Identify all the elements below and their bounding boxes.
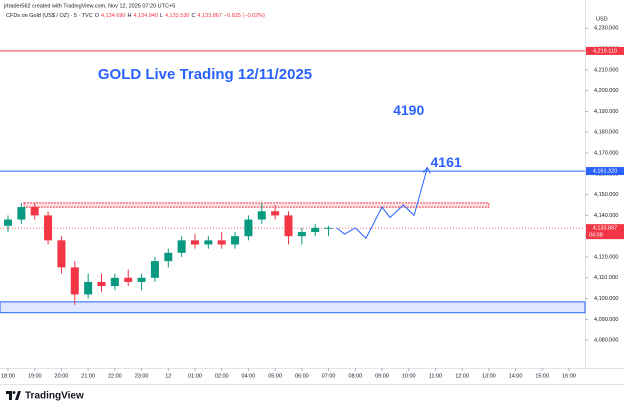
candle-body — [257, 211, 266, 220]
price-tag — [586, 224, 624, 240]
price-tag-label: 4,219.110 — [593, 48, 617, 54]
price-tag-label: 4,161.320 — [593, 169, 617, 175]
ohlc-key: O — [95, 13, 100, 19]
candle-body — [217, 240, 226, 245]
change-value: −0.825 (−0.02%) — [224, 13, 265, 19]
x-tick-label: 18:00 — [1, 373, 15, 379]
x-tick-label: 14:00 — [509, 373, 523, 379]
candle-body — [57, 240, 66, 268]
candle-body — [231, 236, 240, 245]
price-note: 4190 — [393, 102, 424, 118]
brand-logo — [6, 391, 21, 400]
symbol-name: CFDs on Gold (US$ / OZ) · 5 · TVC — [6, 13, 93, 19]
candle-body — [150, 261, 159, 278]
candle-body — [84, 281, 93, 295]
y-tick-label: 4,180.000 — [594, 130, 618, 136]
x-tick-label: 05:00 — [268, 373, 282, 379]
projection-arrow — [423, 166, 431, 174]
symbol-legend: CFDs on Gold (US$ / OZ) · 5 · TVC O 4,134.… — [6, 13, 265, 19]
y-tick-label: 4,230.000 — [594, 26, 618, 32]
candle-body — [17, 207, 26, 220]
ohlc-key: C — [191, 13, 195, 19]
candle-body — [311, 227, 320, 233]
x-tick-label: 02:00 — [215, 373, 229, 379]
candle-body — [271, 211, 280, 216]
brand-name: TradingView — [25, 391, 84, 402]
candle-body — [70, 267, 79, 295]
y-tick-label: 4,200.000 — [594, 88, 618, 94]
price-tag — [586, 46, 624, 55]
candle-body — [30, 207, 39, 216]
y-tick-label: 4,170.000 — [594, 150, 618, 156]
y-tick-label: 4,080.000 — [594, 338, 618, 344]
x-tick-label: 08:00 — [348, 373, 362, 379]
candle-body — [190, 240, 200, 245]
projection-line — [336, 167, 428, 240]
candle-body — [297, 232, 306, 237]
candle-body — [124, 277, 133, 282]
y-tick-label: 4,210.000 — [594, 67, 618, 73]
x-tick-label: 22:00 — [108, 373, 122, 379]
x-tick-label: 04:00 — [242, 373, 256, 379]
candle-body — [164, 252, 173, 262]
ohlc-key: H — [127, 13, 131, 19]
countdown: 04:08 — [589, 233, 603, 239]
x-tick-label: 12 — [165, 373, 171, 379]
ohlc-value: 4,133.867 — [197, 13, 221, 19]
x-tick-label: 16:00 — [562, 373, 576, 379]
ohlc-value: 4,134.940 — [133, 13, 157, 19]
candle-body — [284, 215, 293, 237]
zone — [0, 301, 586, 314]
y-tick-label: 4,140.000 — [594, 213, 618, 219]
y-tick-label: 4,090.000 — [594, 317, 618, 323]
x-tick-label: 09:00 — [375, 373, 389, 379]
price-tag — [586, 167, 624, 176]
candle-body — [244, 219, 253, 237]
candle-body — [137, 277, 146, 282]
x-tick-label: 13:00 — [482, 373, 496, 379]
candle-body — [204, 240, 213, 245]
x-tick-label: 11:00 — [429, 373, 442, 379]
x-tick-label: 01:00 — [188, 373, 202, 379]
candle-body — [97, 281, 106, 287]
y-tick-label: 4,120.000 — [594, 254, 618, 260]
price-note: 4161 — [431, 154, 462, 170]
y-tick-label: 4,110.000 — [594, 275, 618, 281]
candle-body — [110, 277, 119, 287]
candle-body — [4, 219, 13, 226]
y-tick-label: 4,100.000 — [594, 296, 618, 302]
x-tick-label: 06:00 — [295, 373, 309, 379]
zone — [23, 202, 490, 208]
y-tick-label: 4,190.000 — [594, 109, 618, 115]
ohlc-key: L — [160, 13, 163, 19]
candle-body — [324, 227, 333, 229]
x-tick-label: 07:00 — [322, 373, 336, 379]
y-tick-label: 4,150.000 — [594, 192, 618, 198]
chart-title: GOLD Live Trading 12/11/2025 — [98, 66, 312, 83]
price-tag-label: 4,133.867 — [593, 226, 617, 232]
x-tick-label: 15:00 — [535, 373, 549, 379]
ohlc-value: 4,134.690 — [101, 13, 125, 19]
x-tick-label: 20:00 — [55, 373, 69, 379]
candle-body — [44, 215, 53, 241]
x-tick-label: 23:00 — [135, 373, 149, 379]
x-tick-label: 12:00 — [455, 373, 469, 379]
author-line: jrtrader562 created with TradingView.com… — [3, 3, 175, 9]
candle-body — [177, 240, 186, 253]
x-tick-label: 19:00 — [28, 373, 42, 379]
x-tick-label: 21:00 — [81, 373, 95, 379]
x-tick-label: 10:00 — [402, 373, 416, 379]
y-axis-label: USD — [596, 16, 608, 22]
ohlc-value: 4,133.530 — [165, 13, 189, 19]
